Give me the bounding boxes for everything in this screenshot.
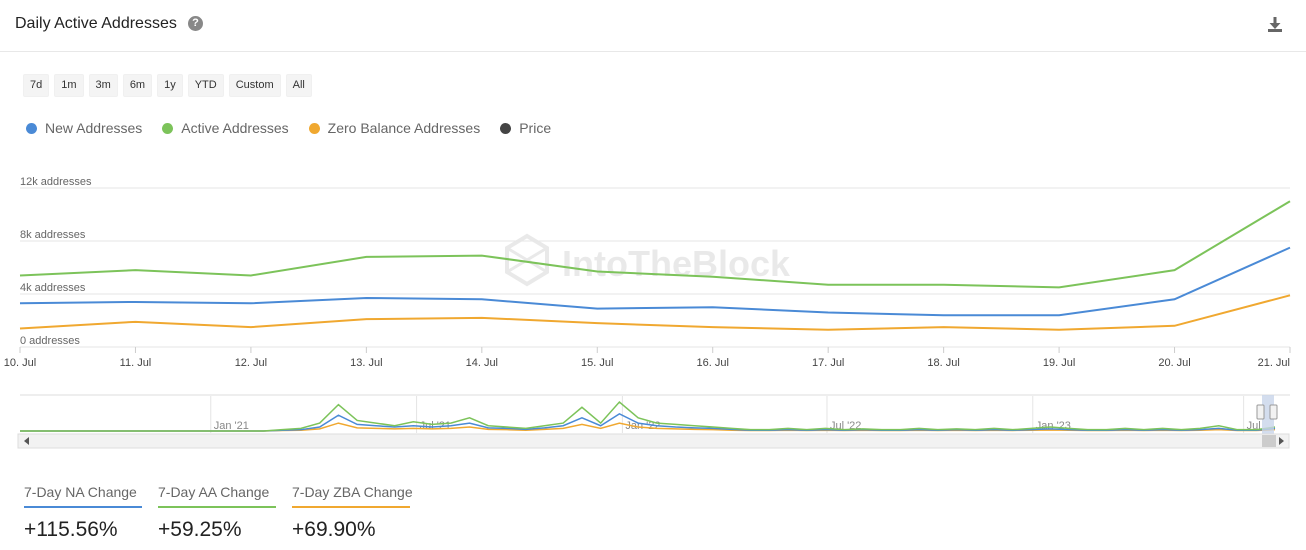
stat-underline (24, 506, 142, 508)
help-icon[interactable]: ? (188, 16, 203, 31)
navigator-line-active (20, 400, 1276, 432)
stat-zba-change: 7-Day ZBA Change +69.90% (292, 484, 413, 542)
legend-item-new-addresses[interactable]: New Addresses (26, 120, 142, 136)
legend-dot (500, 122, 512, 134)
range-button-1m[interactable]: 1m (54, 74, 84, 97)
legend-label: Price (519, 120, 552, 136)
legend-dot (162, 122, 174, 134)
navigator-label: Jan '22 (625, 420, 660, 432)
scroll-left-icon[interactable] (24, 437, 29, 445)
x-tick-label: 16. Jul (697, 357, 729, 369)
x-tick-label: 19. Jul (1043, 357, 1075, 369)
x-tick-label: 11. Jul (120, 357, 152, 369)
stat-value: +69.90% (292, 518, 376, 541)
watermark-text: IntoTheBlock (562, 243, 791, 284)
legend-label: Active Addresses (181, 120, 289, 136)
series-line-active-addresses[interactable] (19, 200, 1291, 289)
range-selector: 7d 1m 3m 6m 1y YTD Custom All (23, 74, 312, 97)
x-tick-label: 15. Jul (581, 357, 613, 369)
navigator-left-handle[interactable] (1256, 404, 1265, 420)
range-navigator[interactable]: Jan '21 Jul '21 Jan '22 Jul '22 Jan '23 Jul (0, 0, 1306, 460)
stat-value: +115.56% (24, 518, 118, 541)
stat-label: 7-Day NA Change (24, 484, 137, 500)
x-tick-label: 20. Jul (1158, 357, 1190, 369)
navigator-right-handle[interactable] (1269, 404, 1278, 420)
x-tick-label: 14. Jul (466, 357, 498, 369)
stats-panel: 7-Day NA Change +115.56% 7-Day AA Change… (24, 484, 413, 542)
download-icon[interactable] (1266, 16, 1284, 34)
x-tick-label: 18. Jul (927, 357, 959, 369)
range-button-6m[interactable]: 6m (122, 74, 153, 97)
navigator-scrollbar-thumb[interactable] (1262, 435, 1276, 447)
line-chart: IntoTheBlock 0 addresses 4k addresses 8k a… (4, 176, 1291, 369)
legend-dot (26, 122, 37, 134)
range-button-custom[interactable]: Custom (228, 74, 281, 97)
y-tick-label: 8k addresses (20, 229, 86, 241)
x-tick-label: 17. Jul (812, 357, 844, 369)
stat-na-change: 7-Day NA Change +115.56% (24, 484, 142, 542)
range-button-all[interactable]: All (285, 74, 312, 97)
legend-dot (308, 122, 320, 134)
stat-underline (158, 506, 276, 508)
range-button-ytd[interactable]: YTD (187, 74, 224, 97)
navigator-label: Jan '21 (214, 420, 249, 432)
x-tick-label: 21. Jul (1258, 357, 1290, 369)
stat-aa-change: 7-Day AA Change +59.25% (158, 484, 276, 542)
chart-legend: New Addresses Active Addresses Zero Bala… (26, 120, 551, 136)
chart-header: Daily Active Addresses ? (0, 0, 1306, 52)
y-tick-label: 12k addresses (20, 176, 92, 188)
y-tick-label: 4k addresses (20, 282, 86, 294)
stat-label: 7-Day AA Change (158, 484, 270, 500)
stat-underline (292, 506, 410, 508)
navigator-scrollbar[interactable] (17, 433, 1290, 449)
legend-item-price[interactable]: Price (500, 120, 551, 136)
range-button-1y[interactable]: 1y (157, 74, 183, 97)
x-tick-label: 13. Jul (350, 357, 382, 369)
legend-item-active-addresses[interactable]: Active Addresses (162, 120, 289, 136)
y-tick-label: 0 addresses (20, 335, 80, 347)
legend-label: New Addresses (45, 120, 143, 136)
range-button-7d[interactable]: 7d (23, 74, 50, 97)
series-line-zero-balance-addresses[interactable] (19, 294, 1291, 331)
x-tick-label: 10. Jul (4, 357, 36, 369)
stat-value: +59.25% (158, 518, 242, 541)
series-line-new-addresses[interactable] (19, 246, 1291, 317)
stat-label: 7-Day ZBA Change (292, 484, 413, 500)
legend-label: Zero Balance Addresses (327, 120, 481, 136)
scroll-right-icon[interactable] (1279, 437, 1284, 445)
legend-item-zero-balance-addresses[interactable]: Zero Balance Addresses (308, 120, 481, 136)
page-title: Daily Active Addresses (15, 15, 177, 32)
range-button-3m[interactable]: 3m (88, 74, 118, 97)
watermark-logo: IntoTheBlock (505, 233, 791, 287)
x-tick-label: 12. Jul (235, 357, 267, 369)
